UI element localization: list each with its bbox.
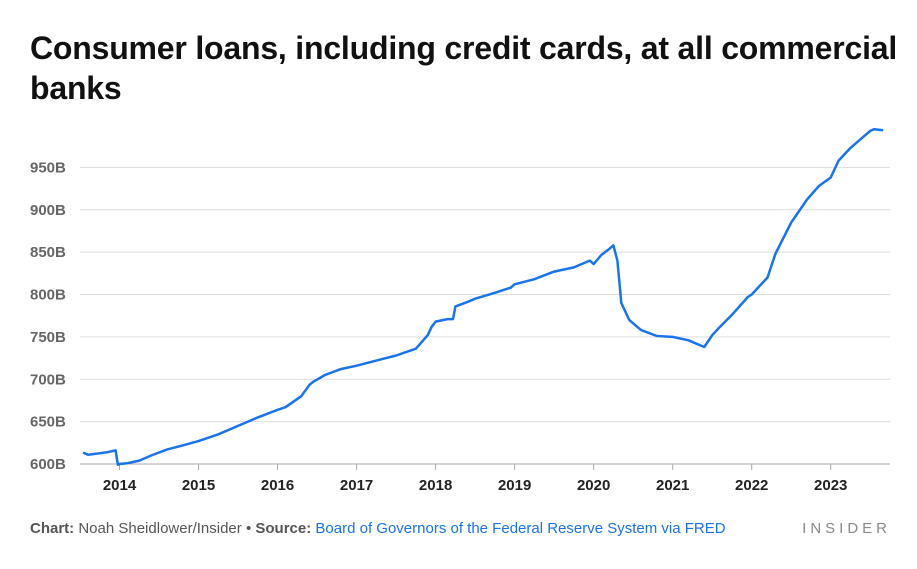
x-tick-label: 2021 — [656, 477, 689, 494]
y-tick-label: 800B — [30, 287, 66, 304]
x-tick-label: 2015 — [182, 477, 215, 494]
x-tick-label: 2016 — [261, 477, 294, 494]
x-axis: 2014 2015 2016 2017 2018 2019 2020 2021 2022 2023 — [103, 464, 847, 494]
x-tick-label: 2018 — [419, 477, 452, 494]
brand-logo: INSIDER — [802, 520, 891, 537]
x-tick-label: 2017 — [340, 477, 373, 494]
x-tick-label: 2014 — [103, 477, 137, 494]
y-tick-label: 850B — [30, 244, 66, 261]
series — [82, 127, 884, 467]
chart-footer: Chart: Noah Sheidlower/Insider • Source:… — [30, 520, 770, 537]
x-tick-label: 2020 — [577, 477, 610, 494]
y-tick-label: 950B — [30, 159, 66, 176]
source-label: Source: — [255, 520, 312, 537]
source-link[interactable]: Board of Governors of the Federal Reserv… — [315, 520, 726, 537]
y-tick-label: 700B — [30, 371, 66, 388]
gridlines — [80, 166, 890, 465]
y-axis: 600B 650B 700B 750B 800B 850B 900B 950B — [30, 159, 66, 473]
y-tick-label: 750B — [30, 329, 66, 346]
x-tick-label: 2023 — [814, 477, 847, 494]
chart-author: Noah Sheidlower/Insider — [78, 520, 242, 537]
chart-title: Consumer loans, including credit cards, … — [30, 30, 898, 106]
series-line — [82, 127, 884, 467]
chart-credit-label: Chart: — [30, 520, 75, 537]
y-tick-label: 600B — [30, 456, 66, 473]
y-tick-label: 650B — [30, 414, 66, 431]
y-tick-label: 900B — [30, 202, 66, 219]
x-tick-label: 2019 — [498, 477, 531, 494]
x-tick-label: 2022 — [735, 477, 768, 494]
footer-bullet: • — [245, 520, 252, 537]
